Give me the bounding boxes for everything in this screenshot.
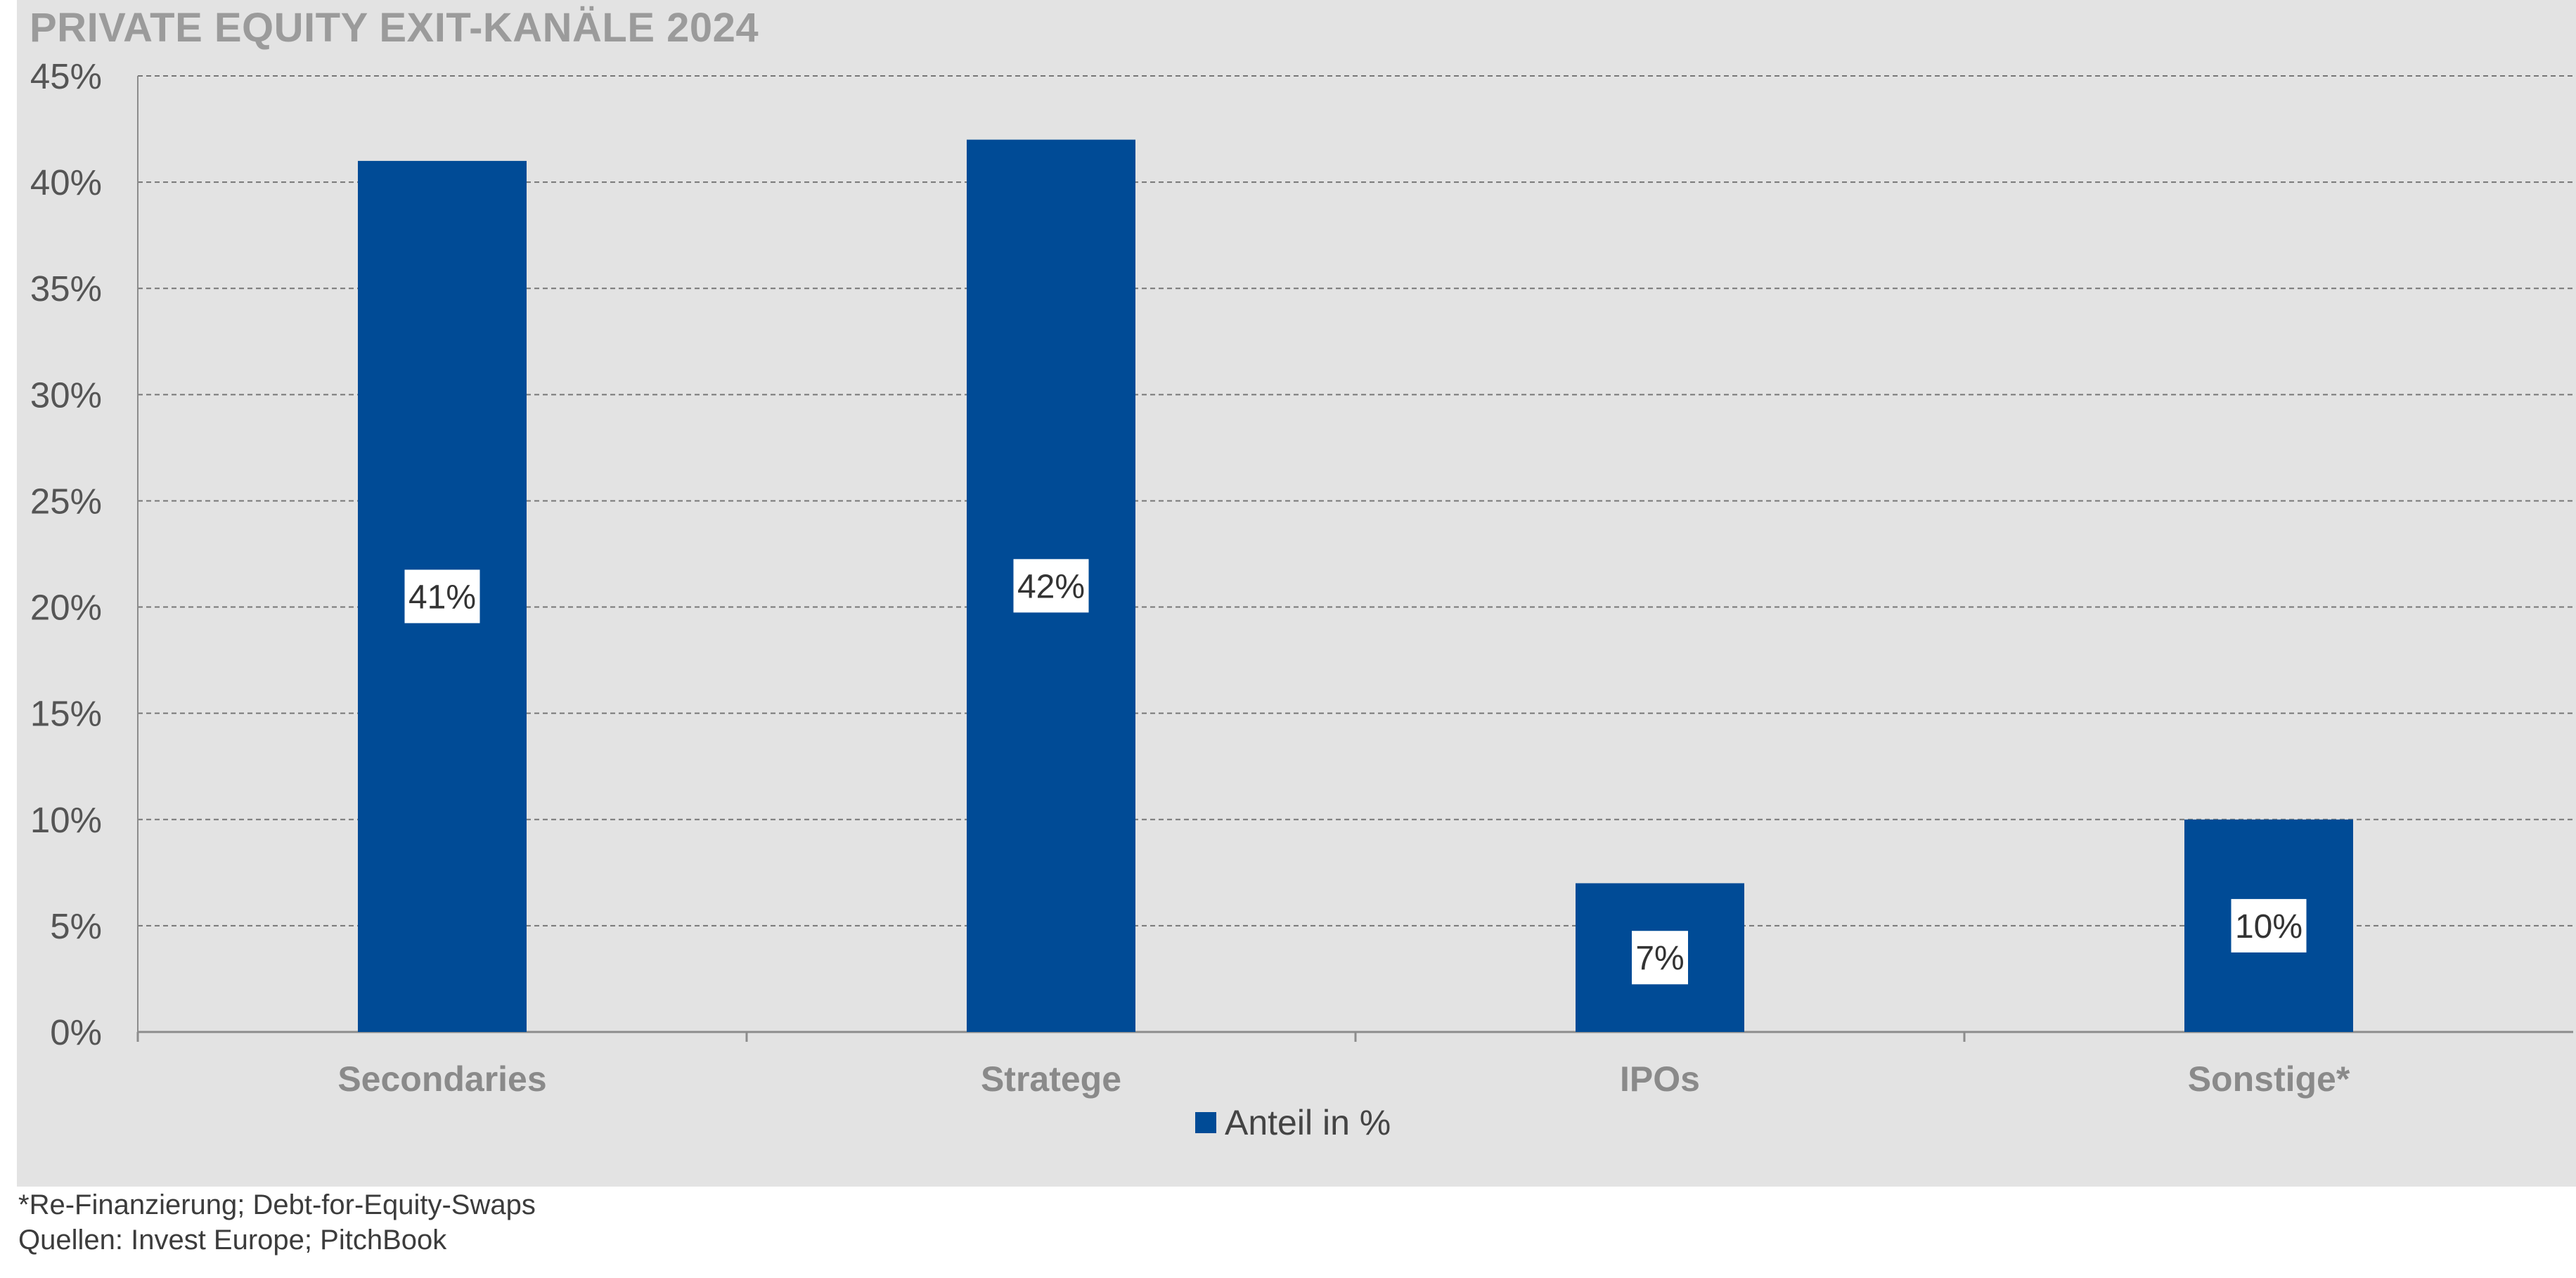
y-tick-label: 40% (30, 162, 102, 202)
data-label-box (1632, 931, 1688, 985)
y-tick-label: 45% (30, 56, 102, 96)
data-label: 42% (1017, 568, 1085, 605)
legend-swatch (1195, 1112, 1216, 1133)
data-label: 41% (408, 579, 476, 616)
chart-title: PRIVATE EQUITY EXIT-KANÄLE 2024 (30, 5, 759, 51)
y-tick-label: 25% (30, 481, 102, 521)
data-label: 10% (2235, 908, 2303, 945)
data-label-box (404, 569, 480, 624)
y-tick-label: 30% (30, 375, 102, 415)
y-tick-label: 5% (50, 906, 102, 946)
y-tick-label: 35% (30, 269, 102, 309)
data-label: 7% (1635, 940, 1684, 977)
x-tick-label: Stratege (981, 1059, 1121, 1099)
source-note: Quellen: Invest Europe; PitchBook (18, 1225, 447, 1256)
y-tick-label: 10% (30, 800, 102, 840)
data-label-box (1013, 559, 1089, 613)
bar-chart: 0% 5% 10% 15% 20% 25% 30% 35% 40% 45% 41% Secondari… (30, 56, 2573, 1142)
y-tick-label: 15% (30, 694, 102, 734)
x-tick-label: IPOs (1620, 1059, 1700, 1099)
x-tick-label: Sonstige* (2188, 1059, 2350, 1099)
y-tick-label: 0% (50, 1012, 102, 1052)
legend-label: Anteil in % (1225, 1103, 1391, 1142)
x-tick-label: Secondaries (337, 1059, 546, 1099)
footnote: *Re-Finanzierung; Debt-for-Equity-Swaps (18, 1189, 536, 1220)
y-tick-label: 20% (30, 588, 102, 628)
data-label-box (2231, 898, 2307, 953)
